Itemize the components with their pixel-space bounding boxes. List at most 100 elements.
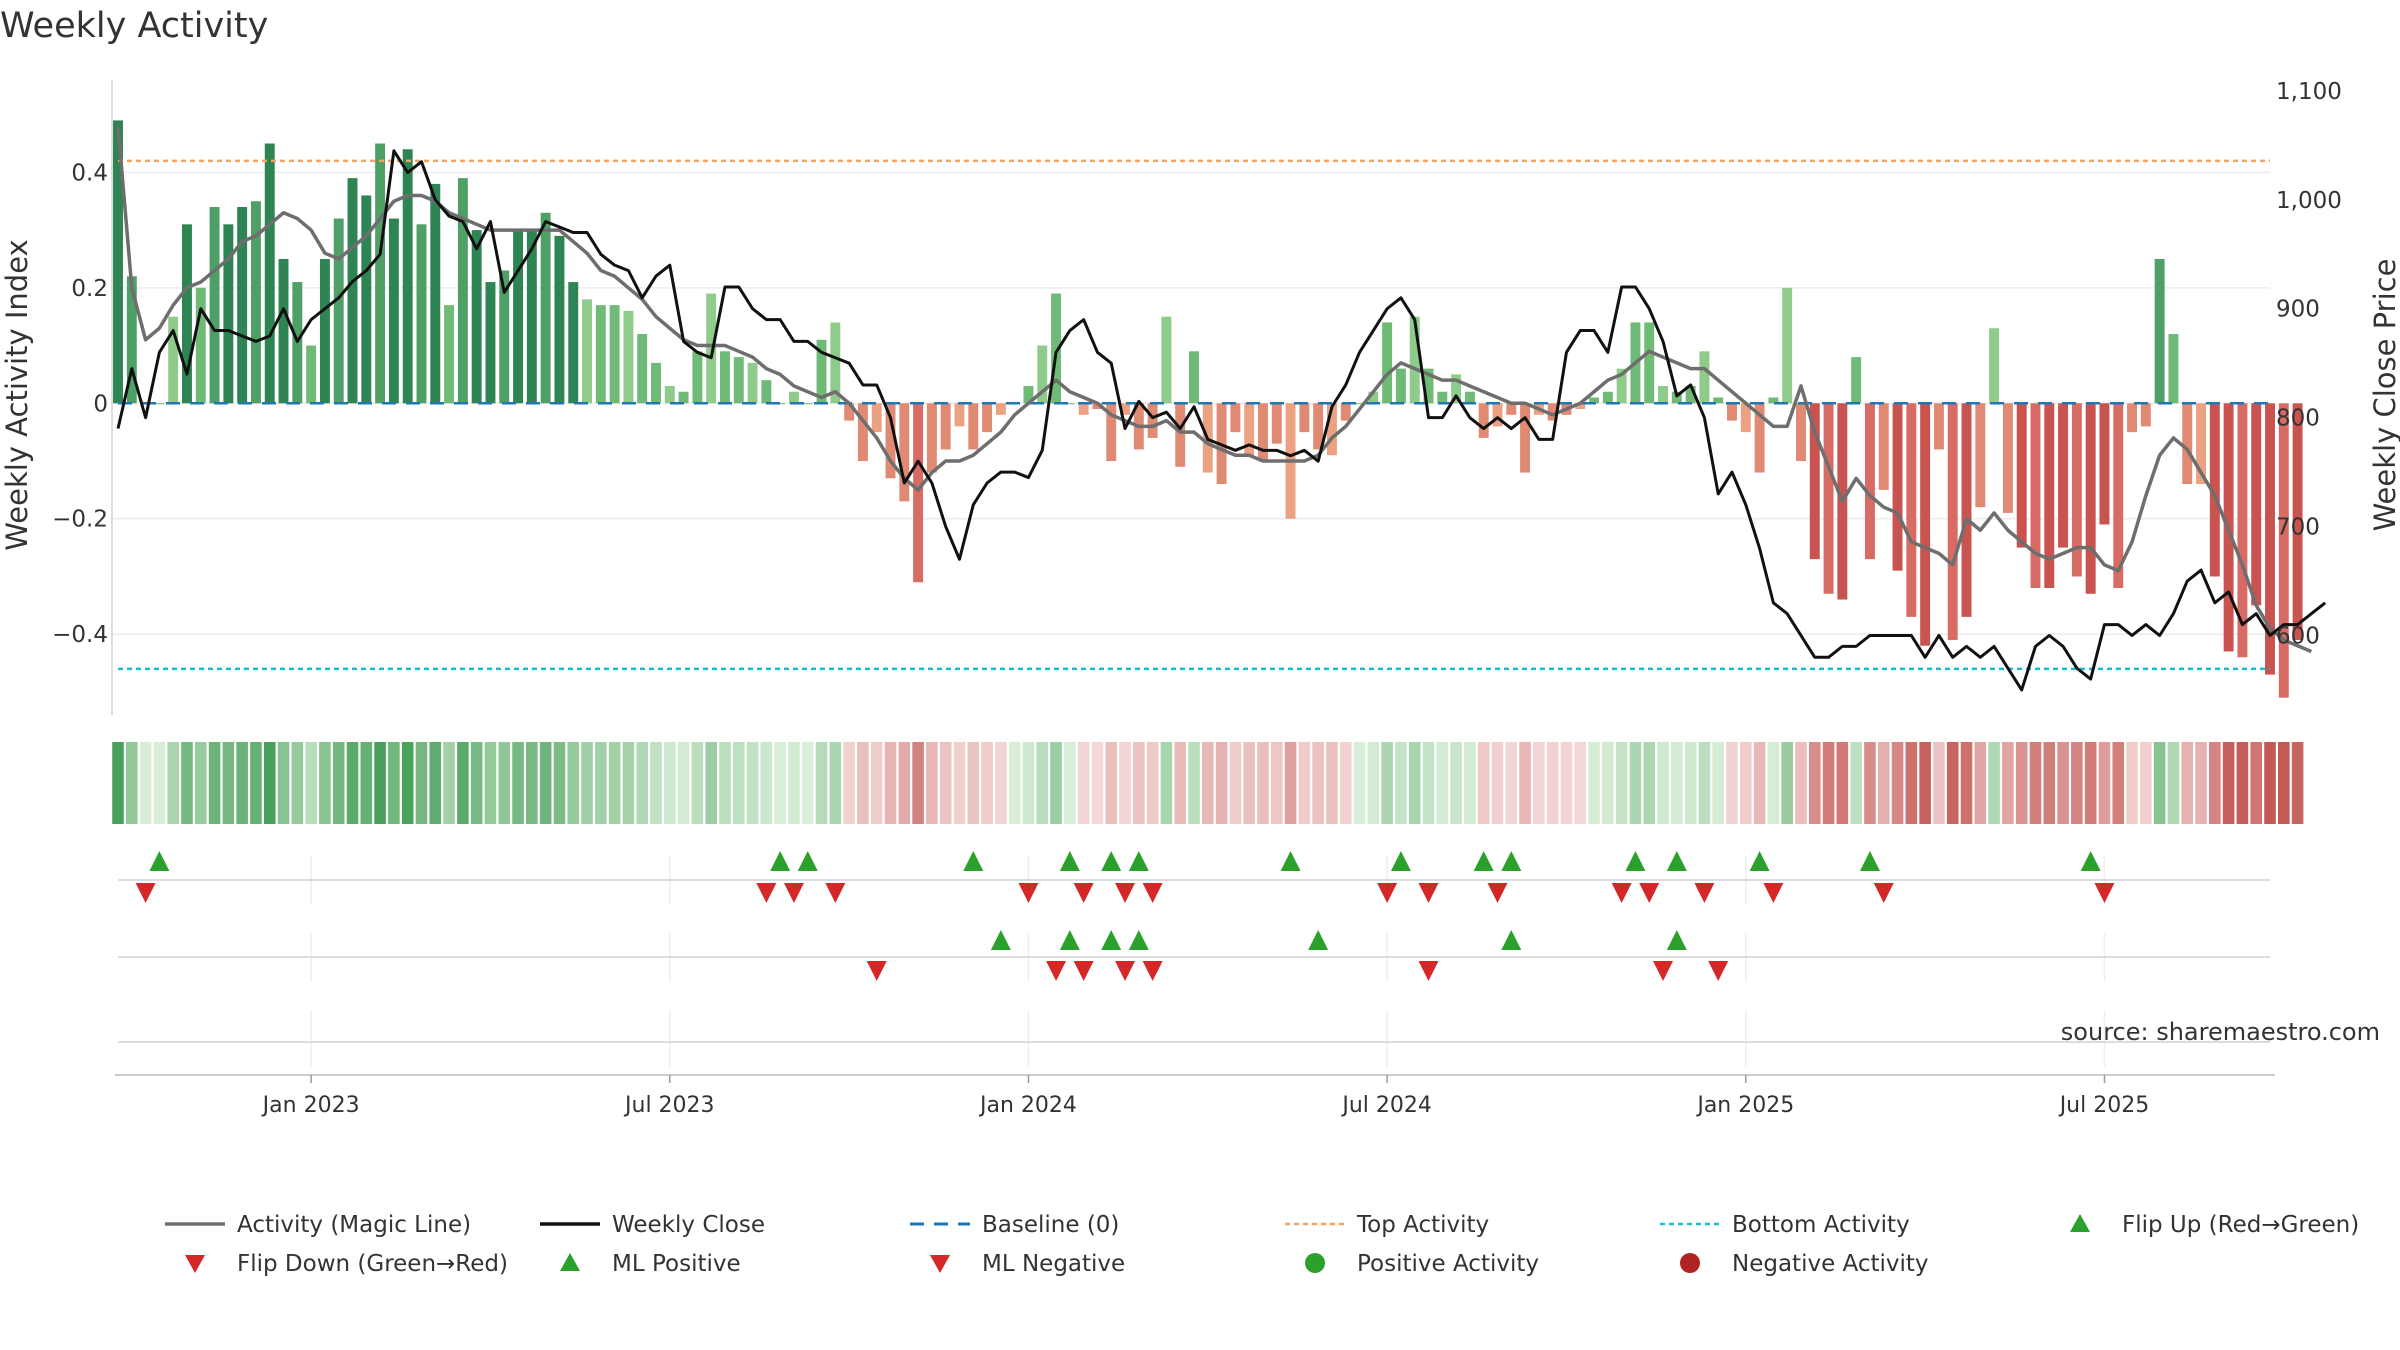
flip-down-marker (825, 883, 846, 903)
heat-cell (1643, 742, 1656, 824)
heat-cell (2112, 742, 2125, 824)
activity-bar (692, 351, 703, 404)
activity-bar (1589, 397, 1600, 404)
heat-cell (512, 742, 524, 824)
y-axis-left-label: Weekly Activity Index (0, 239, 34, 550)
activity-bar (1658, 385, 1668, 404)
activity-bar (982, 403, 993, 433)
heat-cell (1091, 742, 1104, 824)
flip-down-marker (1763, 883, 1784, 903)
heat-cell (2222, 742, 2235, 824)
heat-cell (815, 742, 828, 824)
heat-cell (2029, 742, 2042, 824)
heat-cell (277, 742, 290, 824)
heat-cell (1905, 742, 1918, 824)
activity-bar (733, 357, 744, 404)
heat-cell (1795, 742, 1807, 824)
y-left-tick-label: 0.2 (71, 276, 108, 302)
legend-item-pos: Positive Activity (1305, 1251, 1539, 1277)
heat-cell (1133, 742, 1145, 824)
activity-bar (678, 391, 689, 404)
activity-bar (1989, 328, 2000, 404)
activity-bar (1754, 403, 1765, 473)
legend-item-neg: Negative Activity (1680, 1251, 1929, 1277)
activity-bar (2085, 403, 2096, 594)
flip-up-marker (1666, 851, 1687, 871)
activity-bar (1906, 403, 1917, 617)
x-tick-label: Jan 2024 (978, 1093, 1077, 1118)
activity-bar (1368, 391, 1379, 404)
heat-cell (194, 742, 207, 824)
legend-label: Positive Activity (1357, 1251, 1539, 1277)
activity-bar (237, 207, 248, 404)
ml-positive-marker (1128, 930, 1149, 950)
legend-label: ML Negative (982, 1251, 1125, 1277)
heat-cell (1270, 742, 1283, 824)
heat-cell (1312, 742, 1324, 824)
legend-label: ML Positive (612, 1251, 741, 1277)
flip-up-marker (1473, 851, 1494, 871)
heat-cell (953, 742, 966, 824)
ml-positive-marker (1059, 930, 1080, 950)
flip-up-marker (1059, 851, 1080, 871)
y-right-tick-label: 900 (2276, 297, 2320, 323)
activity-bar (457, 178, 468, 404)
legend-item-magic: Activity (Magic Line) (165, 1212, 471, 1238)
activity-bar (1547, 403, 1558, 421)
flip-down-marker (1115, 883, 1136, 903)
heat-cell (1602, 742, 1614, 824)
ml-negative-marker (1653, 961, 1674, 981)
heat-cell (167, 742, 179, 824)
activity-bar (1230, 403, 1241, 433)
heat-cell (622, 742, 635, 824)
y-left-tick-label: 0.4 (71, 160, 108, 186)
activity-bar (954, 403, 965, 427)
heat-cell (1684, 742, 1697, 824)
flip-down-marker (1694, 883, 1715, 903)
heat-cell (981, 742, 993, 824)
legend-item-bottom: Bottom Activity (1660, 1212, 1910, 1238)
activity-bar (209, 207, 220, 404)
flip-up-marker (1859, 851, 1880, 871)
activity-bar (347, 178, 358, 404)
heat-cell (1422, 742, 1435, 824)
heat-cell (719, 742, 731, 824)
flip-down-marker (1873, 883, 1894, 903)
heat-cell (2057, 742, 2069, 824)
activity-bar (278, 258, 289, 404)
activity-bar (113, 120, 123, 404)
heat-cell (650, 742, 662, 824)
heat-cell (2126, 742, 2138, 824)
activity-bar (499, 270, 510, 404)
heat-cell (2084, 742, 2097, 824)
heat-cell (346, 742, 359, 824)
activity-bar (706, 293, 717, 404)
activity-bar (1492, 403, 1503, 427)
flip-down-marker (1611, 883, 1632, 903)
activity-bar (182, 224, 192, 404)
activity-bar (857, 403, 868, 461)
ml-negative-marker (1073, 961, 1094, 981)
heat-cell (760, 742, 773, 824)
heat-cell (829, 742, 842, 824)
ml-negative-marker (1046, 961, 1067, 981)
activity-bar (2209, 403, 2220, 577)
heat-cell (1671, 742, 1683, 824)
activity-bar (2278, 403, 2289, 698)
activity-bar (775, 403, 786, 405)
activity-bar (664, 385, 675, 404)
y-axis-right-label: Weekly Close Price (2368, 259, 2400, 532)
heat-cell (1146, 742, 1159, 824)
activity-bar (940, 403, 951, 450)
heat-cell (2264, 742, 2276, 824)
heat-cell (1960, 742, 1973, 824)
heat-cell (139, 742, 152, 824)
activity-bar (1506, 403, 1517, 415)
y-right-tick-label: 1,000 (2276, 188, 2342, 214)
activity-bar (319, 258, 330, 404)
heat-cell (1822, 742, 1835, 824)
heat-cell (1519, 742, 1531, 824)
activity-bar (1878, 403, 1889, 490)
activity-bar (2127, 403, 2138, 433)
activity-bar (637, 334, 648, 404)
